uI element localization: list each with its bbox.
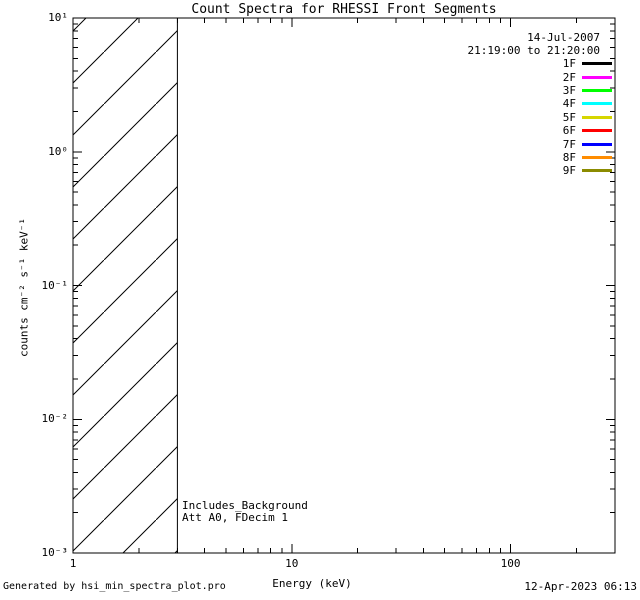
legend-entry-6f: 6F <box>563 124 612 137</box>
legend-label: 9F <box>562 164 576 178</box>
hatched-region <box>73 18 178 553</box>
legend-color-line <box>582 129 612 133</box>
legend-label: 7F <box>562 137 576 151</box>
annotation-includes-background: Includes_Background <box>182 499 308 512</box>
legend-label: 6F <box>562 124 576 138</box>
x-tick-label: 100 <box>500 557 521 570</box>
legend-entry-4f: 4F <box>563 97 612 110</box>
legend-label: 5F <box>562 110 576 124</box>
legend-label: 1F <box>562 57 576 71</box>
legend-color-line <box>582 115 612 119</box>
legend-entry-9f: 9F <box>563 164 612 177</box>
legend-entry-3f: 3F <box>563 84 612 97</box>
legend: 1F 2F 3F 4F 5F 6F 7F 8F 9F <box>563 57 612 178</box>
legend-color-line <box>582 102 612 106</box>
footer-plot-timestamp: 12-Apr-2023 06:13 <box>524 580 637 593</box>
chart-title: Count Spectra for RHESSI Front Segments <box>191 2 497 17</box>
legend-label: 2F <box>562 70 576 84</box>
x-axis-title: Energy (keV) <box>272 577 352 590</box>
footer-generator-credit: Generated by hsi_min_spectra_plot.pro <box>3 581 226 592</box>
y-tick-label: 10⁻¹ <box>41 278 69 292</box>
y-tick-label: 10⁻² <box>41 412 69 426</box>
legend-entry-8f: 8F <box>563 151 612 164</box>
x-tick-label: 10 <box>285 557 299 570</box>
legend-color-line <box>582 88 612 92</box>
y-tick-label: 10⁰ <box>48 144 68 158</box>
legend-label: 3F <box>562 83 576 97</box>
annotation-attenuator-state: Att A0, FDecim 1 <box>182 511 288 524</box>
x-axis-ticks <box>72 18 577 553</box>
x-tick-label: 1 <box>69 557 77 570</box>
observation-time-range: 21:19:00 to 21:20:00 <box>467 44 600 57</box>
legend-entry-1f: 1F <box>563 57 612 70</box>
y-axis-ticks <box>73 17 615 554</box>
legend-label: 4F <box>562 97 576 111</box>
legend-entry-2f: 2F <box>562 70 612 84</box>
legend-color-line <box>582 155 612 159</box>
legend-color-line <box>582 62 612 66</box>
y-tick-label: 10⁻³ <box>41 546 69 559</box>
legend-entry-7f: 7F <box>562 137 612 151</box>
legend-color-line <box>582 75 612 79</box>
y-tick-label: 10¹ <box>48 11 68 24</box>
legend-color-line <box>582 142 612 146</box>
legend-color-line <box>582 169 612 173</box>
legend-label: 8F <box>562 150 576 164</box>
legend-entry-5f: 5F <box>563 111 612 124</box>
observation-date: 14-Jul-2007 <box>527 31 600 44</box>
